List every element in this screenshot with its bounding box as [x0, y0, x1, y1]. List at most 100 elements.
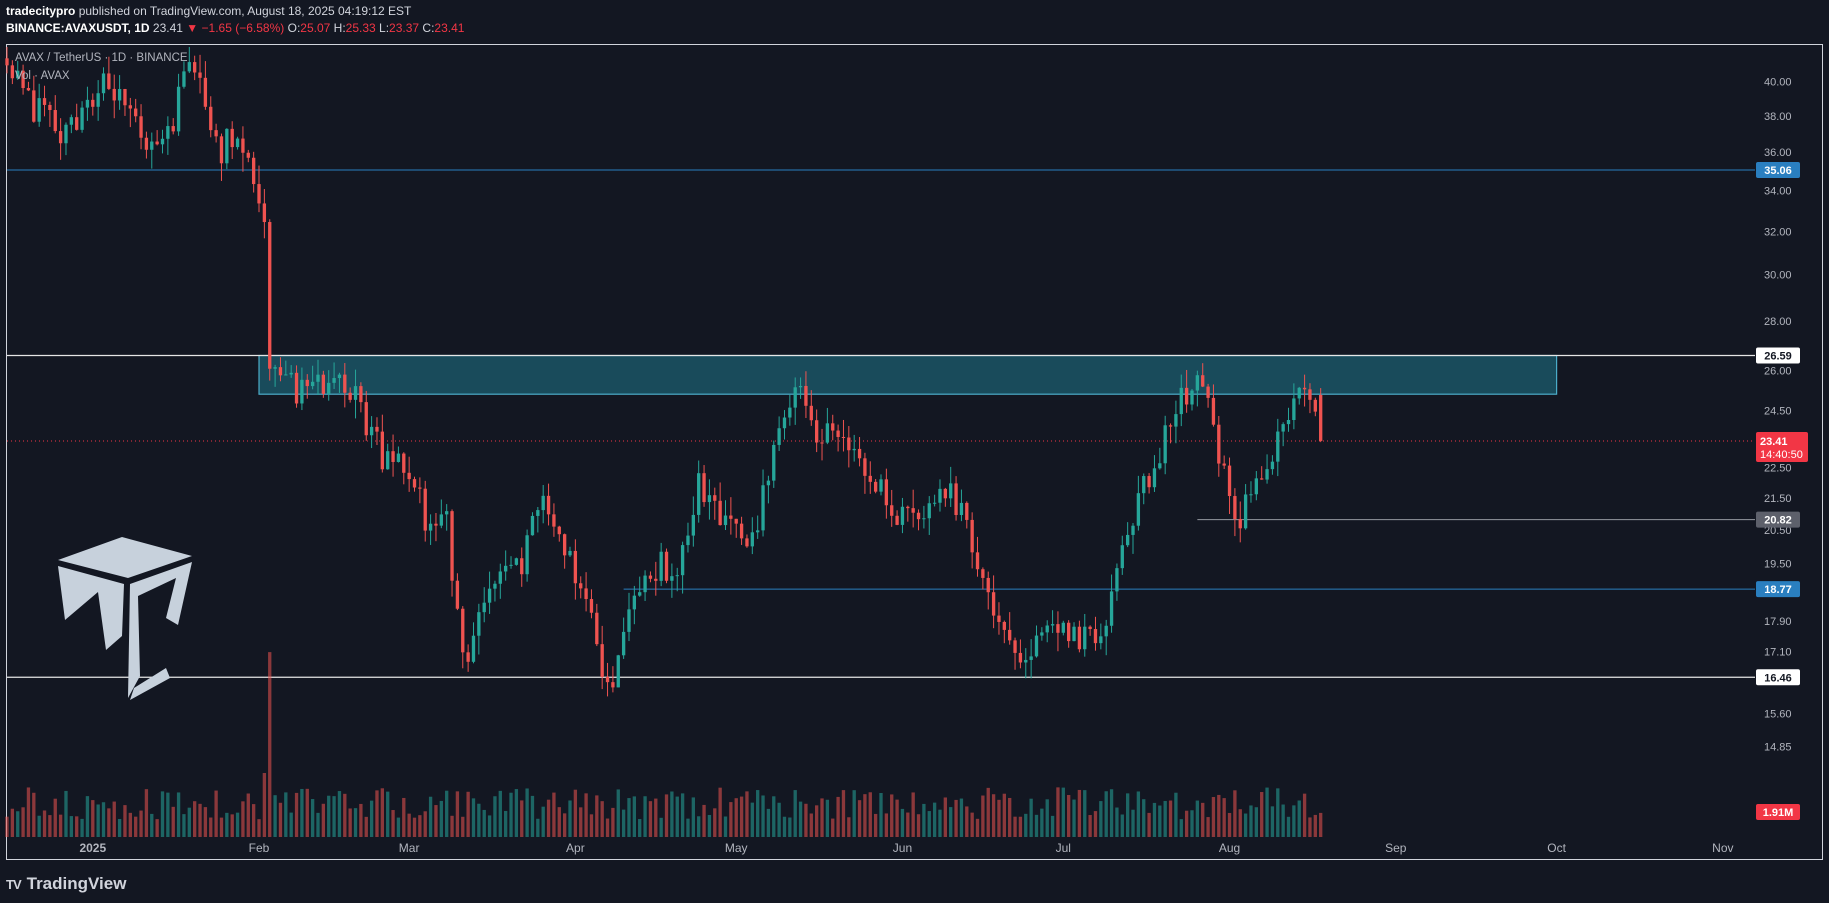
candle-body	[514, 558, 519, 565]
candle-body	[504, 565, 508, 572]
volume-bar	[369, 800, 374, 837]
volume-bar	[268, 652, 272, 837]
candle-body	[1034, 635, 1039, 657]
y-tick-label: 28.00	[1764, 316, 1792, 328]
candle-body	[729, 515, 733, 519]
candle-body	[1072, 626, 1076, 642]
candle-body	[257, 184, 261, 204]
candle-body	[611, 682, 615, 688]
volume-legend[interactable]: Vol · AVAX	[15, 70, 70, 82]
candle-body	[64, 124, 68, 144]
candle-body	[895, 515, 899, 525]
candle-body	[605, 676, 610, 683]
candle-body	[1302, 387, 1307, 390]
author-name[interactable]: tradecitypro	[6, 4, 76, 18]
candle-body	[230, 128, 234, 148]
candle-body	[852, 448, 856, 451]
volume-bar	[1206, 817, 1210, 837]
candle-body	[439, 514, 443, 526]
symbol-id[interactable]: BINANCE:AVAXUSDT, 1D	[6, 21, 150, 35]
x-tick-label: Jul	[1056, 841, 1071, 855]
volume-bar	[573, 789, 578, 837]
volume-bar	[643, 796, 647, 837]
price-tag-bg	[1756, 161, 1800, 178]
candle-body	[1099, 636, 1103, 644]
candle-body	[112, 88, 116, 101]
candle-body	[1265, 469, 1269, 480]
x-tick-label: Sep	[1385, 841, 1407, 855]
candle-body	[1233, 496, 1237, 520]
volume-bar	[932, 802, 937, 837]
volume-bar	[873, 813, 878, 837]
series-legend[interactable]: AVAX / TetherUS · 1D · BINANCE	[15, 52, 188, 64]
candle-body	[825, 423, 830, 443]
candle-body	[761, 485, 765, 531]
volume-bar	[5, 816, 9, 837]
time-axis[interactable]: 2025 Feb Mar Apr May Jun Jul Aug Sep Oct Nov	[79, 841, 1733, 855]
candle-body	[1260, 478, 1264, 480]
x-tick-label: Nov	[1712, 841, 1733, 855]
volume-bar	[246, 793, 250, 837]
tradingview-brand[interactable]: TV TradingView	[6, 874, 126, 894]
candle-body	[536, 510, 540, 516]
volume-bar	[954, 799, 958, 837]
volume-bar	[1008, 797, 1012, 837]
price-tag-label: 18.77	[1764, 584, 1792, 596]
volume-bar	[777, 802, 781, 837]
volume-bar	[278, 802, 283, 837]
candle-body	[364, 402, 368, 436]
low-label: L:	[379, 21, 390, 35]
candle-body	[847, 437, 851, 451]
candle-body	[595, 612, 599, 645]
volume-bar	[1297, 800, 1301, 837]
volume-bar	[611, 807, 615, 837]
candle-body	[262, 203, 267, 223]
volume-bar	[428, 796, 433, 837]
volume-bar	[916, 814, 921, 837]
candle-body	[278, 367, 283, 376]
volume-bar	[160, 791, 165, 837]
candle-body	[552, 514, 556, 527]
high-value: 25.33	[345, 21, 376, 35]
volume-bar	[568, 800, 572, 837]
y-tick-label: 17.10	[1764, 647, 1792, 659]
candle-body	[391, 451, 395, 462]
volume-bar	[1136, 791, 1141, 837]
volume-bar	[300, 788, 304, 837]
volume-bar	[997, 799, 1001, 837]
volume-bar	[1270, 806, 1275, 837]
candle-body	[471, 635, 476, 662]
y-tick-label: 15.60	[1764, 708, 1792, 720]
candle-body	[723, 515, 728, 526]
y-tick-label: 40.00	[1764, 77, 1792, 89]
y-tick-label: 32.00	[1764, 226, 1792, 238]
x-tick-label: Jun	[893, 841, 912, 855]
candle-body	[713, 495, 717, 501]
volume-bar	[600, 801, 604, 837]
volume-bar	[697, 816, 701, 837]
volume-bar	[1109, 789, 1114, 837]
volume-bar	[1308, 817, 1312, 837]
volume-bar	[310, 799, 315, 837]
candle-body	[1093, 629, 1098, 644]
volume-bar	[1050, 815, 1055, 837]
volume-bar	[981, 795, 985, 837]
volume-bar	[965, 806, 969, 837]
volume-bar	[680, 793, 685, 837]
candle-body	[321, 374, 326, 394]
volume-bar	[1152, 802, 1157, 837]
candle-body	[482, 602, 486, 613]
volume-bar	[616, 789, 620, 837]
candle-body	[1050, 624, 1055, 626]
candle-body	[965, 502, 969, 520]
volume-bar	[498, 790, 502, 837]
y-tick-label: 36.00	[1764, 147, 1792, 159]
candle-body	[1163, 425, 1167, 464]
price-axis[interactable]: 40.00 38.00 36.00 34.00 32.00 30.00 28.00 26.00…	[1764, 77, 1792, 754]
volume-bar	[536, 818, 540, 837]
volume-bar	[471, 798, 476, 837]
volume-bar	[1072, 799, 1076, 837]
volume-bar	[1163, 800, 1167, 837]
